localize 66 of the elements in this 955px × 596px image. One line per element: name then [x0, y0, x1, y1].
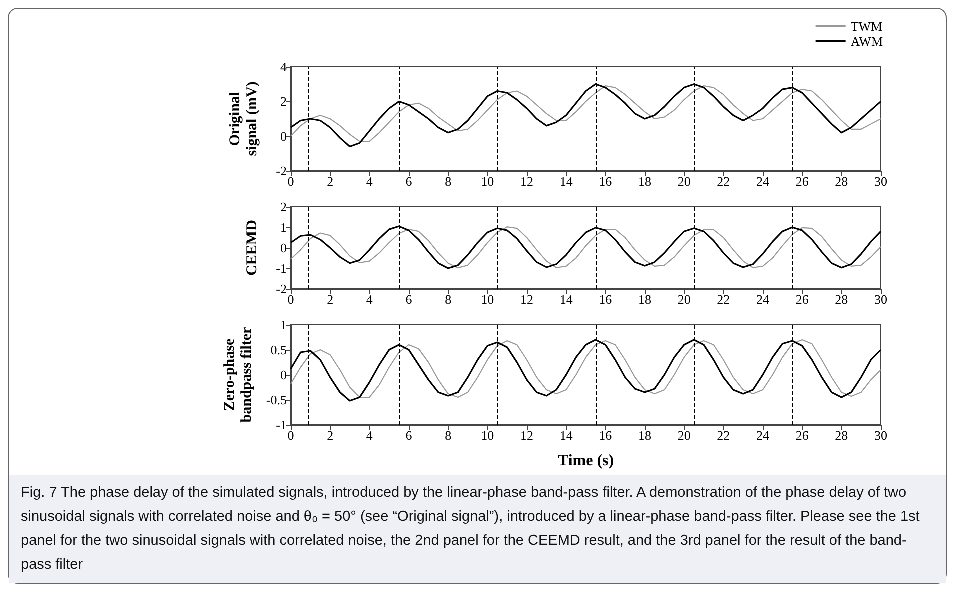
x-tick-label: 8	[445, 174, 452, 189]
y-tick-label: 0	[280, 128, 287, 144]
x-tick-label: 2	[327, 292, 334, 307]
caption: Fig. 7 The phase delay of the simulated signals, introduced by the linear-phase band-pass filter. A demonstration of the phase delay of two sinusoidal signals with correlated noise and θ₀ = 50° (see “Original signal”), introduced by a linear-phase band-pass filter. Please see the 1st panel for the two sinusoidal signals with correlated noise, the 2nd panel for the CEEMD result, and the 3rd panel for the result of the band-pass filter	[9, 475, 946, 583]
x-tick-label: 26	[796, 428, 810, 443]
x-tick-label: 22	[717, 174, 730, 189]
y-tick-label: 0.5	[270, 342, 287, 358]
x-tick-label: 12	[520, 428, 534, 443]
x-axis-title: Time (s)	[558, 452, 614, 470]
x-tick-label: 16	[599, 292, 613, 307]
y-tick-label: -1	[276, 418, 287, 432]
x-tick-label: 12	[520, 174, 534, 189]
x-tick-label: 26	[796, 174, 810, 189]
y-axis-title: CEEMD	[244, 220, 260, 276]
x-tick-label: 4	[366, 428, 374, 443]
x-tick-label: 28	[835, 174, 848, 189]
y-tick-label: 4	[280, 60, 288, 74]
y-tick-label: -0.5	[266, 392, 287, 408]
legend-label: AWM	[850, 34, 884, 49]
x-tick-label: 24	[756, 292, 770, 307]
x-tick-label: 14	[560, 292, 574, 307]
x-tick-label: 26	[796, 292, 810, 307]
x-tick-label: 30	[874, 292, 888, 307]
y-tick-label: -1	[276, 261, 287, 276]
x-tick-label: 4	[366, 292, 374, 307]
x-tick-label: 28	[835, 428, 848, 443]
y-axis-title: Zero-phase bandpass filter	[222, 326, 256, 423]
x-tick-label: 18	[638, 292, 652, 307]
x-tick-label: 10	[481, 292, 494, 307]
x-tick-label: 6	[406, 292, 413, 307]
legend-label: TWM	[850, 19, 884, 34]
x-tick-label: 16	[599, 428, 613, 443]
y-tick-label: 1	[280, 318, 287, 332]
x-tick-label: 10	[481, 428, 494, 443]
x-tick-label: 6	[406, 428, 413, 443]
x-tick-label: 8	[445, 292, 452, 307]
x-tick-label: 30	[874, 174, 888, 189]
y-tick-label: -2	[276, 282, 287, 296]
x-tick-label: 16	[599, 174, 613, 189]
x-tick-label: 8	[445, 428, 452, 443]
y-tick-label: 1	[280, 220, 287, 235]
x-tick-label: 18	[638, 428, 652, 443]
x-tick-label: 20	[678, 428, 691, 443]
x-tick-label: 22	[717, 428, 730, 443]
x-tick-label: 14	[560, 174, 574, 189]
x-tick-label: 20	[678, 174, 691, 189]
x-tick-label: 18	[638, 174, 652, 189]
x-tick-label: 22	[717, 292, 730, 307]
x-tick-label: 10	[481, 174, 494, 189]
x-tick-label: 24	[756, 174, 770, 189]
x-tick-label: 14	[560, 428, 574, 443]
x-tick-label: 4	[366, 174, 374, 189]
y-tick-label: -2	[276, 164, 287, 178]
x-tick-label: 24	[756, 428, 770, 443]
x-tick-label: 2	[327, 174, 334, 189]
y-tick-label: 2	[280, 94, 287, 110]
x-tick-label: 20	[678, 292, 691, 307]
y-tick-label: 0	[280, 240, 287, 256]
x-tick-label: 6	[406, 174, 413, 189]
x-tick-label: 30	[874, 428, 888, 443]
y-axis-title: Original signal (mV)	[228, 82, 260, 156]
y-tick-label: 0	[280, 368, 287, 382]
x-tick-label: 28	[835, 292, 848, 307]
x-tick-label: 12	[520, 292, 534, 307]
x-tick-label: 2	[327, 428, 334, 443]
y-tick-label: 2	[280, 200, 287, 214]
